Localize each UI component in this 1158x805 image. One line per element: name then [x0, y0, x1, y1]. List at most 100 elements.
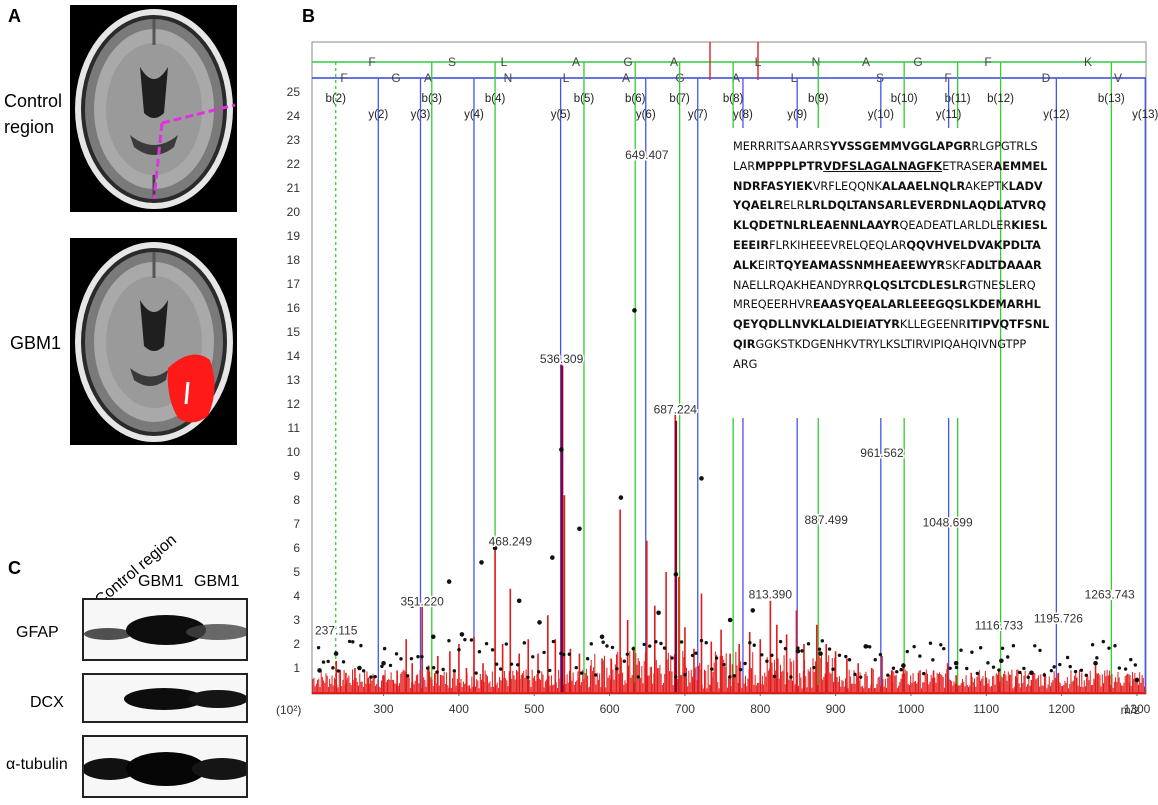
peak-marker — [331, 666, 335, 670]
peak-marker — [859, 675, 863, 679]
peak-marker — [632, 308, 637, 313]
peak-marker — [670, 656, 674, 660]
ladder-residue-bottom: D — [1042, 71, 1051, 85]
peak-marker — [425, 666, 430, 670]
peak-marker — [965, 666, 969, 671]
peak-marker — [800, 649, 804, 653]
peak-marker — [931, 658, 935, 662]
peak-marker — [656, 610, 661, 616]
ladder-residue-top: A — [670, 55, 678, 69]
peak-marker — [975, 671, 980, 676]
peak-marker — [891, 666, 896, 670]
y-tick-label: 23 — [287, 133, 301, 147]
b-ion-label: b(2) — [326, 93, 347, 105]
peak-marker — [905, 649, 909, 654]
blot-row-label-dcx: DCX — [30, 694, 64, 711]
y-ion-label: y(11) — [936, 109, 962, 121]
sequence-segment: QLQSLTCDLESLR — [863, 278, 968, 292]
peak-marker — [899, 668, 903, 672]
ladder-residue-bottom: A — [424, 71, 432, 85]
ladder-residue-bottom: A — [622, 71, 630, 85]
sequence-segment: ALK — [733, 258, 758, 272]
peak-marker — [537, 620, 542, 625]
peak-marker — [351, 640, 355, 644]
peak-marker — [728, 675, 732, 679]
peak-marker — [599, 634, 605, 640]
panel-label-c: C — [8, 558, 21, 578]
peak-marker — [373, 674, 377, 679]
x-tick-label: 1100 — [973, 702, 999, 716]
sequence-segment: KLQDETNLRLEAENNLAAYR — [733, 219, 900, 233]
peak-marker — [435, 670, 439, 674]
sequence-segment: LAR — [733, 159, 756, 173]
peak-marker — [812, 665, 816, 670]
blot-lane-header-gbm1-b: GBM1 — [194, 573, 240, 590]
peak-marker — [772, 674, 777, 679]
peak-label: 1195.726 — [1034, 611, 1083, 625]
b-ion-label: b(7) — [669, 93, 690, 105]
peak-marker — [1123, 667, 1128, 671]
peak-marker — [1029, 670, 1034, 676]
sequence-segment: MERRRITSAARRS — [733, 140, 830, 153]
peak-marker — [895, 670, 899, 674]
peak-marker — [567, 652, 572, 656]
sequence-line: MREQEERHVREAASYQEALARLEEEGQSLKDEMARHL — [733, 295, 1041, 315]
x-tick-label: 1000 — [898, 702, 925, 716]
peak-marker — [1113, 644, 1117, 648]
peak-marker — [498, 667, 503, 671]
peak-marker — [382, 646, 387, 651]
peak-marker — [806, 642, 811, 646]
peak-marker — [522, 641, 527, 645]
y-ion-label: y(8) — [733, 109, 753, 121]
ladder-residue-top: A — [862, 55, 870, 69]
peak-marker — [939, 643, 943, 647]
ladder-residue-top: G — [913, 55, 922, 69]
peak-marker — [381, 660, 386, 666]
y-ion-label: y(5) — [551, 109, 571, 121]
peak-label: 961.562 — [860, 446, 904, 460]
x-tick-label: 500 — [524, 702, 544, 716]
peak-marker — [336, 669, 341, 673]
peak-marker — [868, 645, 872, 649]
peak-marker — [970, 650, 974, 654]
sequence-segment: LADV — [1008, 179, 1043, 193]
peak-marker — [789, 675, 793, 679]
sequence-segment: ETRASER — [942, 159, 994, 173]
ladder-residue-top: F — [368, 55, 375, 69]
sequence-line: QEYQDLLNVKLALDIEIATYRKLLEGEENRITIPVQTFSN… — [733, 315, 1049, 335]
sequence-segment: QIR — [733, 337, 756, 351]
y-tick-label: 24 — [287, 109, 301, 123]
peak-marker — [795, 648, 801, 654]
sequence-segment: ADLTDAAAR — [966, 258, 1042, 272]
sequence-segment: NDRFASYIEK — [733, 179, 813, 193]
peak-marker — [479, 560, 484, 565]
ladder-residue-top: A — [572, 55, 580, 69]
peak-marker — [516, 598, 522, 604]
b-ion-label: b(12) — [987, 93, 1014, 105]
b-ion-label: b(4) — [485, 93, 506, 105]
b-ion-label: b(11) — [945, 93, 971, 105]
peak-marker — [710, 667, 714, 671]
peak-marker — [574, 665, 578, 670]
peak-marker — [844, 654, 848, 659]
peak-marker — [818, 651, 823, 656]
peak-marker — [420, 655, 424, 659]
peak-marker — [610, 645, 615, 650]
peak-marker — [837, 653, 842, 657]
peak-label: 536.309 — [540, 352, 584, 366]
peak-marker — [341, 660, 346, 664]
peak-marker — [727, 617, 733, 623]
peak-marker — [1133, 663, 1138, 667]
sequence-line: QIRGGKSTKDGENHKVTRYLKSLTIRVIPIQAHQIVNGTP… — [733, 335, 1026, 355]
peak-marker — [1129, 657, 1133, 662]
peak-marker — [326, 659, 330, 664]
gbm1-mri-label: GBM1 — [10, 333, 62, 353]
ladder-residue-bottom: L — [563, 71, 570, 85]
y-tick-label: 16 — [287, 301, 301, 315]
y-tick-label: 4 — [293, 589, 300, 603]
peak-marker — [954, 665, 959, 670]
peak-marker — [1038, 648, 1042, 653]
peak-marker — [347, 639, 352, 644]
peak-label: 237.115 — [315, 623, 358, 637]
peak-marker — [912, 644, 916, 649]
